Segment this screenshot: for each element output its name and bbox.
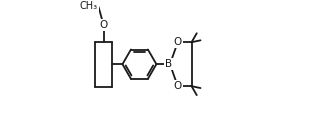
Text: O: O [174,37,182,47]
Text: CH₃: CH₃ [80,1,98,11]
Text: O: O [99,20,108,30]
Text: B: B [165,59,172,69]
Text: O: O [174,81,182,91]
